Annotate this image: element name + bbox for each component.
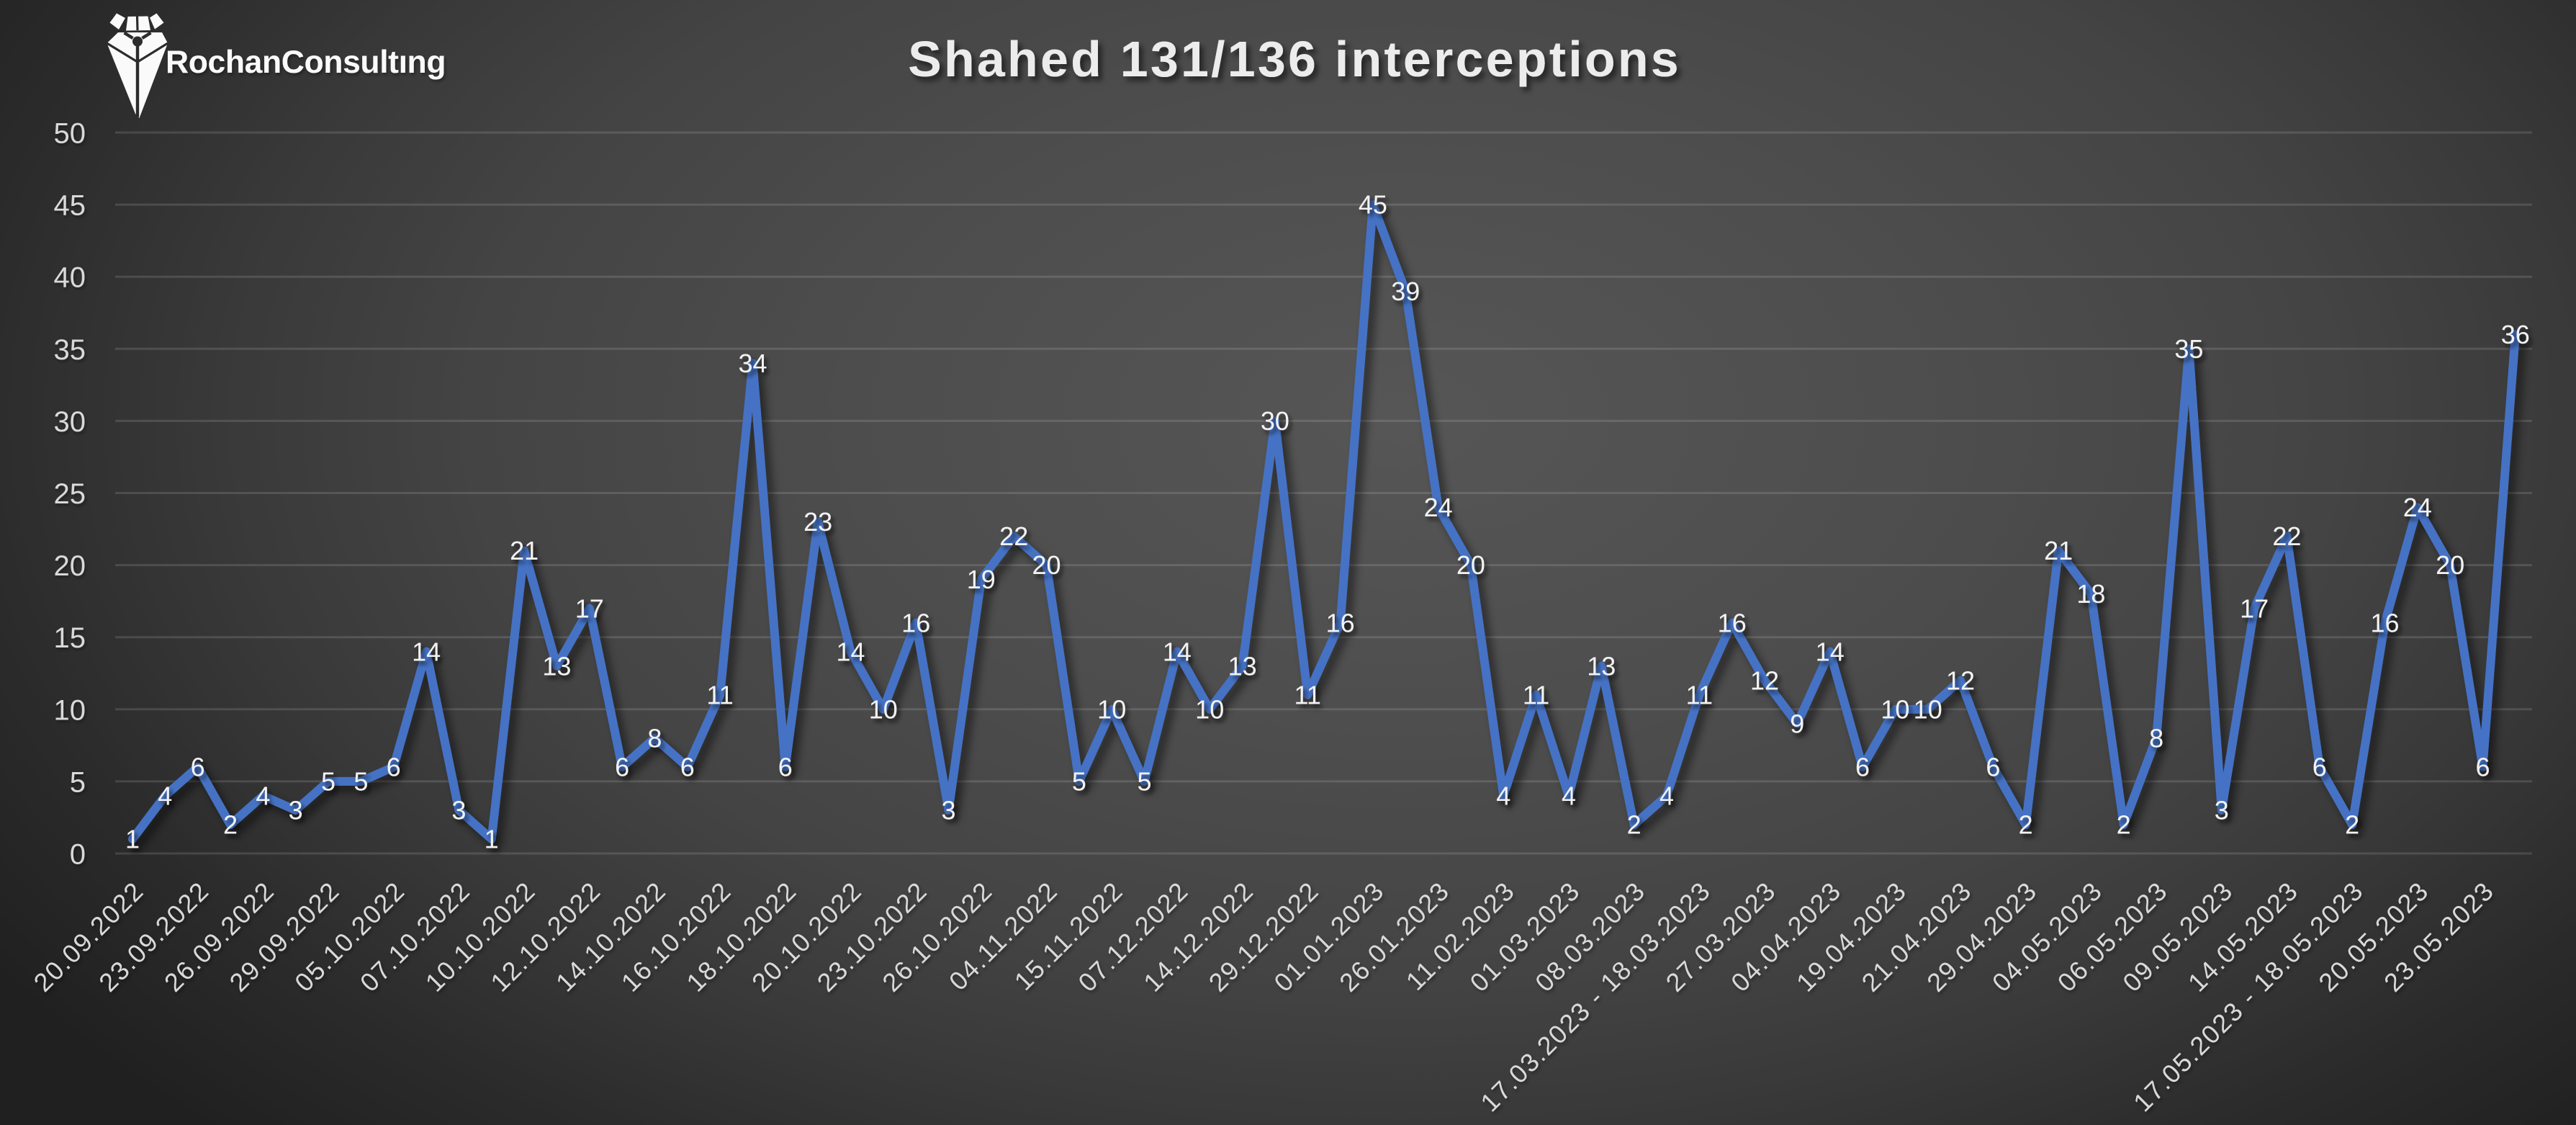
svg-text:5: 5: [321, 767, 335, 797]
svg-text:10: 10: [1881, 694, 1909, 724]
svg-text:6: 6: [2475, 753, 2490, 782]
svg-text:13: 13: [542, 651, 571, 681]
svg-text:14: 14: [1163, 637, 1192, 666]
svg-text:0: 0: [70, 839, 86, 871]
svg-text:4: 4: [1496, 781, 1510, 811]
svg-text:6: 6: [2312, 753, 2327, 782]
svg-text:10: 10: [1097, 694, 1126, 724]
svg-text:16: 16: [901, 608, 930, 637]
svg-text:16: 16: [2370, 608, 2399, 637]
svg-text:22: 22: [2272, 521, 2301, 551]
svg-text:24: 24: [1424, 493, 1453, 522]
svg-text:10: 10: [54, 694, 86, 726]
svg-text:25: 25: [54, 478, 86, 510]
svg-text:30: 30: [1261, 406, 1289, 436]
svg-text:4: 4: [158, 781, 172, 811]
svg-text:45: 45: [54, 190, 86, 222]
svg-text:11: 11: [706, 680, 733, 709]
svg-text:19: 19: [967, 565, 996, 594]
svg-text:15: 15: [54, 622, 86, 654]
svg-text:22: 22: [999, 521, 1028, 551]
svg-text:5: 5: [1137, 767, 1151, 797]
svg-text:3: 3: [451, 796, 466, 825]
svg-text:21: 21: [2044, 536, 2073, 565]
svg-text:39: 39: [1391, 277, 1420, 306]
svg-text:2: 2: [2345, 810, 2359, 840]
svg-text:20: 20: [54, 550, 86, 582]
svg-text:10: 10: [1195, 694, 1224, 724]
svg-text:10: 10: [1914, 694, 1942, 724]
svg-text:6: 6: [680, 753, 695, 782]
svg-text:14: 14: [412, 637, 441, 666]
svg-text:10: 10: [869, 694, 898, 724]
svg-text:6: 6: [1986, 753, 2000, 782]
svg-text:20: 20: [1456, 550, 1485, 580]
svg-text:4: 4: [1562, 781, 1576, 811]
svg-text:5: 5: [353, 767, 368, 797]
svg-text:13: 13: [1587, 651, 1616, 681]
svg-text:16: 16: [1718, 608, 1747, 637]
svg-text:1: 1: [125, 825, 140, 854]
svg-text:14: 14: [836, 637, 865, 666]
svg-text:40: 40: [54, 262, 86, 294]
svg-text:4: 4: [256, 781, 270, 811]
svg-text:5: 5: [1072, 767, 1086, 797]
svg-text:1: 1: [485, 825, 499, 854]
svg-text:6: 6: [387, 753, 401, 782]
svg-text:6: 6: [778, 753, 793, 782]
svg-text:5: 5: [70, 766, 86, 798]
svg-text:2: 2: [2019, 810, 2033, 840]
svg-text:13: 13: [1228, 651, 1257, 681]
svg-text:30: 30: [54, 406, 86, 438]
svg-text:24: 24: [2403, 493, 2432, 522]
svg-text:18: 18: [2076, 579, 2105, 609]
svg-text:6: 6: [191, 753, 205, 782]
svg-text:11: 11: [1294, 680, 1321, 709]
svg-text:11: 11: [1686, 680, 1713, 709]
svg-text:RochanConsultıng: RochanConsultıng: [166, 45, 446, 80]
svg-text:14: 14: [1816, 637, 1845, 666]
svg-text:2: 2: [223, 810, 238, 840]
svg-text:6: 6: [615, 753, 629, 782]
svg-text:3: 3: [941, 796, 955, 825]
svg-text:21: 21: [510, 536, 539, 565]
svg-text:17: 17: [2240, 593, 2269, 623]
svg-text:8: 8: [2149, 723, 2163, 753]
svg-text:17: 17: [575, 593, 604, 623]
svg-text:12: 12: [1946, 665, 1975, 695]
svg-text:20: 20: [1032, 550, 1060, 580]
svg-text:11: 11: [1523, 680, 1549, 709]
svg-text:2: 2: [2117, 810, 2131, 840]
svg-text:36: 36: [2501, 320, 2530, 349]
svg-text:23: 23: [803, 507, 832, 537]
svg-text:45: 45: [1359, 190, 1387, 220]
svg-text:3: 3: [289, 796, 303, 825]
svg-text:35: 35: [2174, 334, 2203, 364]
svg-text:12: 12: [1750, 665, 1779, 695]
svg-text:3: 3: [2215, 796, 2229, 825]
svg-text:8: 8: [647, 723, 662, 753]
svg-text:4: 4: [1659, 781, 1674, 811]
svg-text:20: 20: [2436, 550, 2464, 580]
svg-text:16: 16: [1326, 608, 1355, 637]
svg-text:2: 2: [1627, 810, 1641, 840]
svg-text:50: 50: [54, 118, 86, 150]
svg-text:9: 9: [1790, 709, 1804, 738]
svg-text:Shahed 131/136 interceptions: Shahed 131/136 interceptions: [908, 31, 1681, 87]
svg-text:34: 34: [738, 349, 767, 378]
svg-text:6: 6: [1855, 753, 1870, 782]
svg-text:35: 35: [54, 334, 86, 366]
